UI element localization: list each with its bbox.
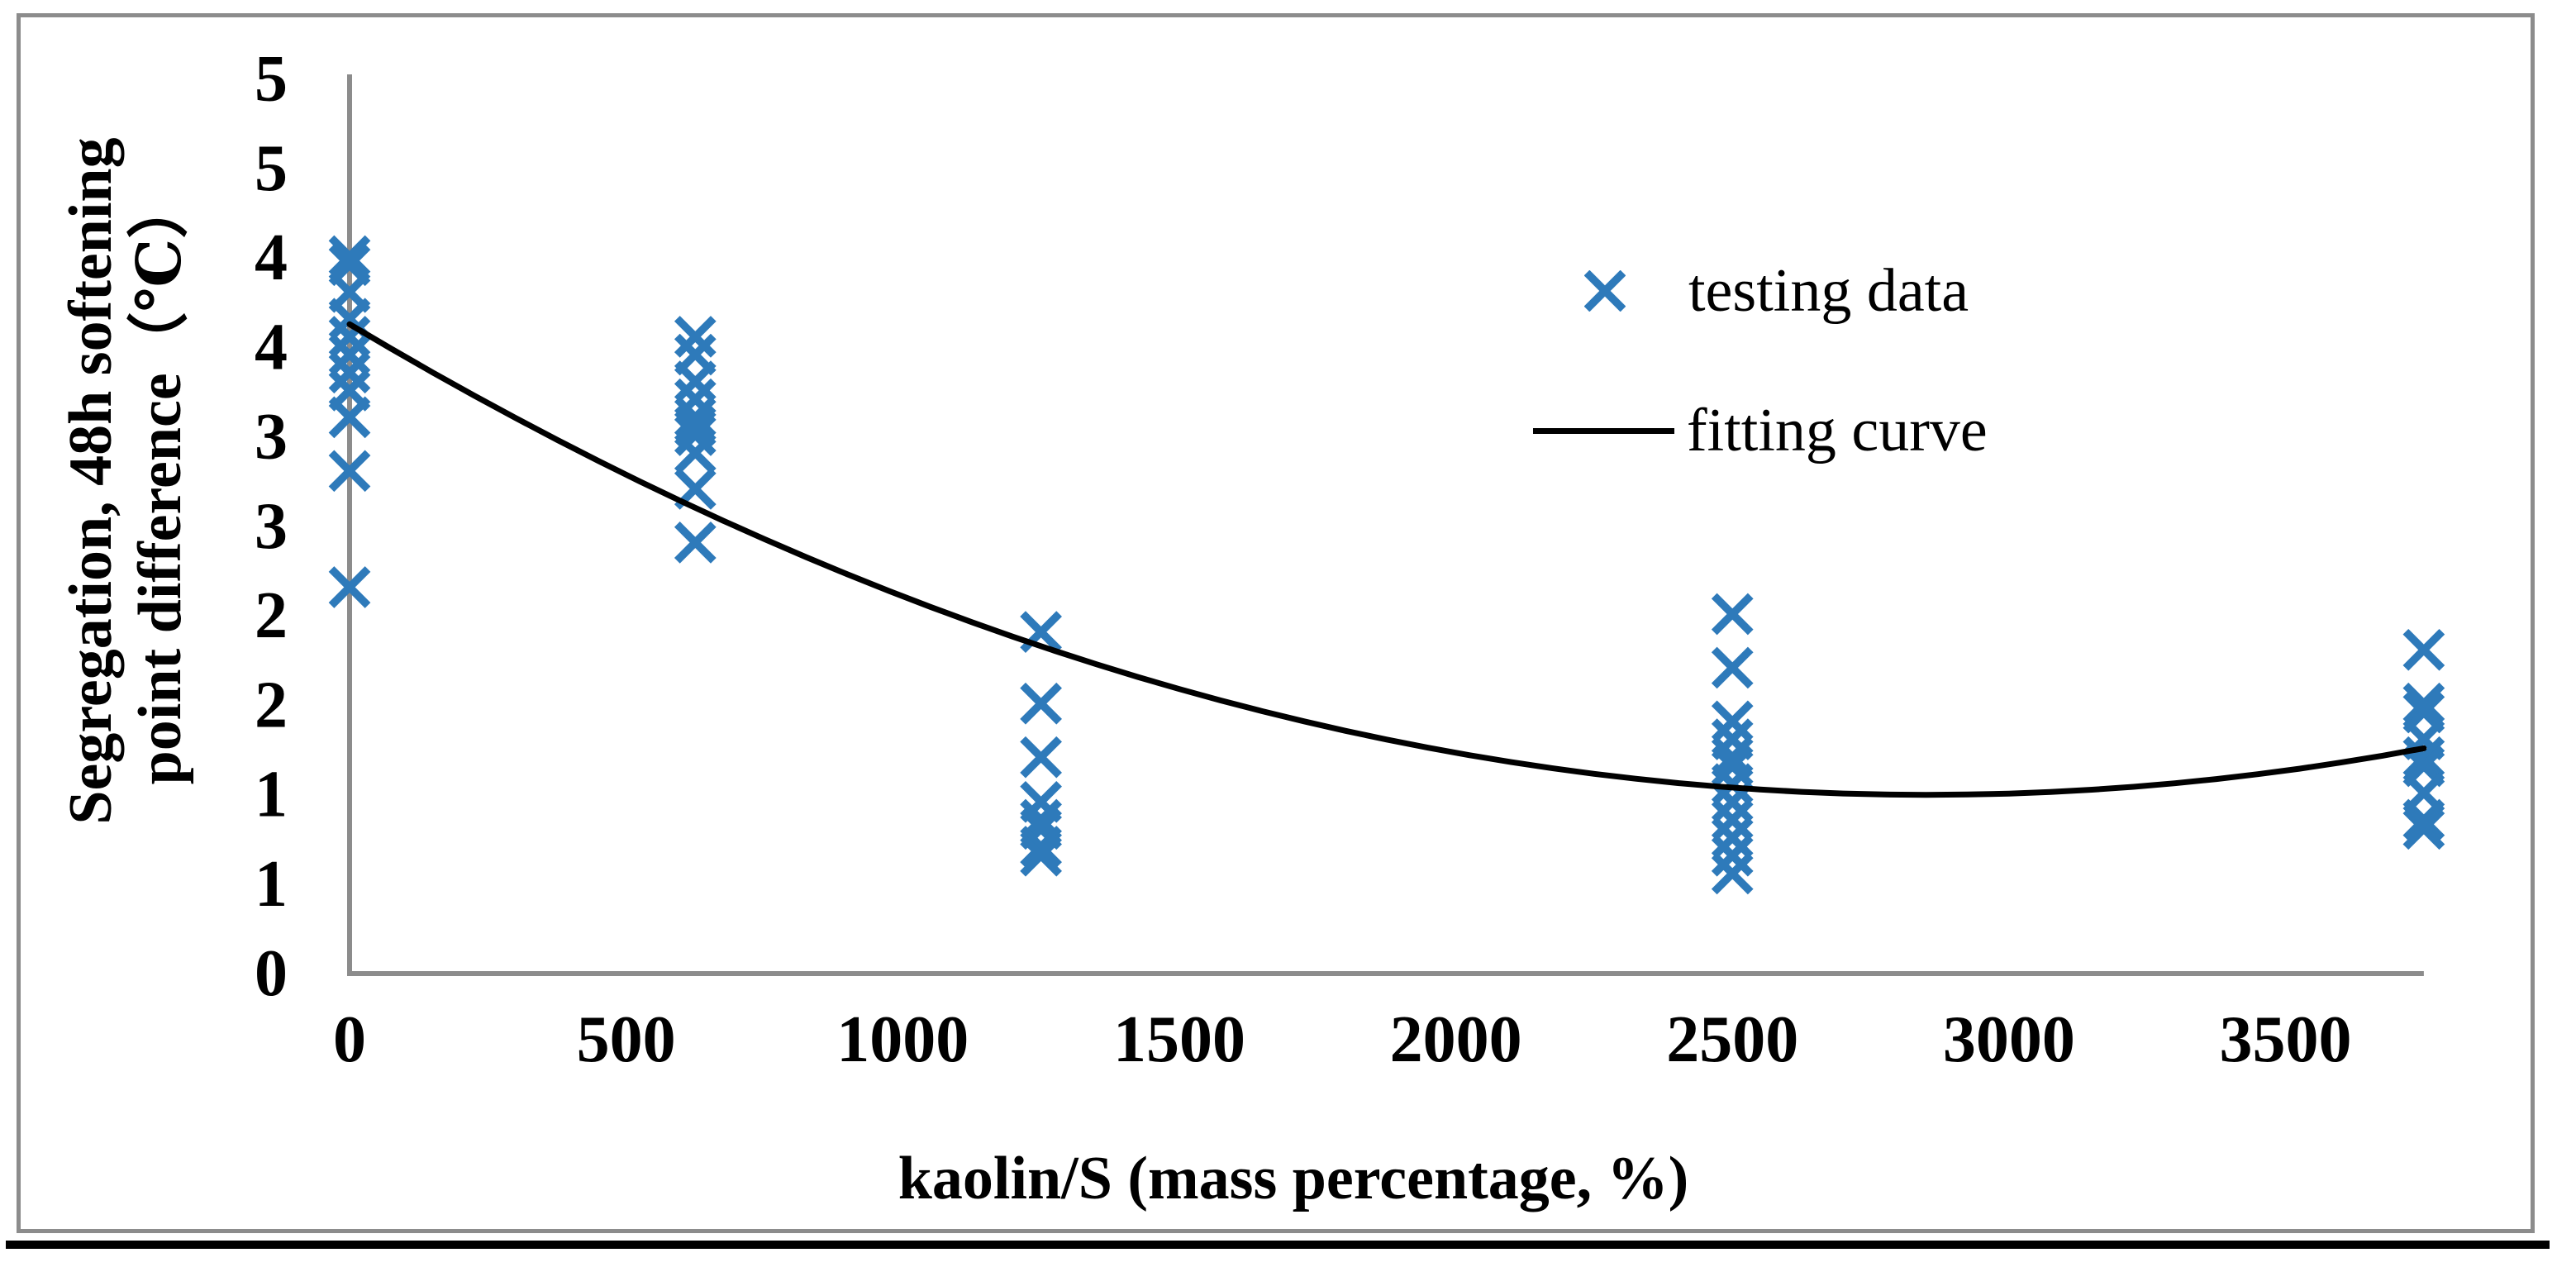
x-tick-label: 3000 bbox=[1943, 1003, 2075, 1076]
data-point-marker bbox=[328, 566, 371, 608]
y-tick-label: 3 bbox=[255, 490, 288, 563]
data-point-marker bbox=[1020, 826, 1062, 868]
x-axis-title: kaolin/S (mass percentage, %) bbox=[898, 1145, 1689, 1212]
y-axis-title: Segregation, 48h softening point differe… bbox=[56, 35, 195, 927]
data-point-marker bbox=[1711, 593, 1754, 636]
legend-label-testing-data: testing data bbox=[1688, 256, 1969, 325]
x-tick-label: 2500 bbox=[1666, 1003, 1798, 1076]
data-point-marker bbox=[328, 450, 371, 493]
data-point-marker bbox=[328, 396, 371, 439]
data-point-marker bbox=[2402, 628, 2445, 671]
x-tick-label: 3500 bbox=[2220, 1003, 2352, 1076]
y-tick-label: 1 bbox=[255, 759, 288, 831]
y-tick-label: 5 bbox=[255, 132, 288, 205]
y-tick-label: 2 bbox=[255, 579, 288, 652]
data-point-marker bbox=[328, 333, 371, 376]
x-tick-label: 2000 bbox=[1390, 1003, 1522, 1076]
data-point-marker bbox=[1711, 852, 1754, 895]
chart-border-frame bbox=[17, 13, 2535, 1233]
data-point-marker bbox=[674, 431, 717, 474]
line-swatch-icon bbox=[1533, 427, 1674, 434]
data-point-marker bbox=[674, 414, 717, 456]
data-point-marker bbox=[1020, 736, 1062, 779]
data-point-marker bbox=[1711, 834, 1754, 877]
data-point-marker bbox=[1020, 834, 1062, 877]
x-tick-label: 1000 bbox=[836, 1003, 969, 1076]
data-point-marker bbox=[328, 351, 371, 394]
data-point-marker bbox=[1711, 646, 1754, 689]
y-tick-label: 5 bbox=[255, 43, 288, 116]
y-tick-label: 1 bbox=[255, 848, 288, 921]
data-point-marker bbox=[2402, 798, 2445, 841]
y-tick-label: 2 bbox=[255, 669, 288, 741]
y-tick-label: 3 bbox=[255, 401, 288, 474]
legend-item-fitting-curve: fitting curve bbox=[1533, 393, 1988, 468]
y-axis-title-line1: Segregation, 48h softening bbox=[57, 137, 125, 825]
data-point-marker bbox=[674, 522, 717, 564]
data-point-marker bbox=[674, 396, 717, 439]
x-tick-label: 0 bbox=[333, 1003, 366, 1076]
data-point-marker bbox=[1711, 817, 1754, 859]
data-point-marker bbox=[2402, 736, 2445, 779]
bottom-horizontal-rule bbox=[6, 1241, 2550, 1249]
legend-item-testing-data: testing data bbox=[1584, 254, 1969, 328]
data-point-marker bbox=[2402, 682, 2445, 725]
data-point-marker bbox=[328, 316, 371, 358]
y-tick-label: 4 bbox=[255, 221, 288, 294]
data-point-marker bbox=[2402, 807, 2445, 850]
x-tick-label: 500 bbox=[577, 1003, 676, 1076]
data-point-marker bbox=[1020, 682, 1062, 725]
data-point-marker bbox=[1711, 763, 1754, 806]
data-point-marker bbox=[328, 235, 371, 278]
y-tick-label: 0 bbox=[255, 937, 288, 1010]
data-point-marker bbox=[674, 316, 717, 358]
data-point-marker bbox=[674, 360, 717, 402]
y-tick-label: 4 bbox=[255, 311, 288, 383]
x-tick-label: 1500 bbox=[1113, 1003, 1245, 1076]
y-axis-title-line2: point difference（℃） bbox=[126, 177, 194, 785]
legend-label-fitting-curve: fitting curve bbox=[1687, 396, 1988, 464]
data-point-marker bbox=[1711, 798, 1754, 841]
x-marker-icon bbox=[1584, 270, 1626, 312]
data-point-marker bbox=[1711, 700, 1754, 743]
fitting-curve-path bbox=[346, 321, 2427, 798]
data-point-marker bbox=[1711, 745, 1754, 788]
